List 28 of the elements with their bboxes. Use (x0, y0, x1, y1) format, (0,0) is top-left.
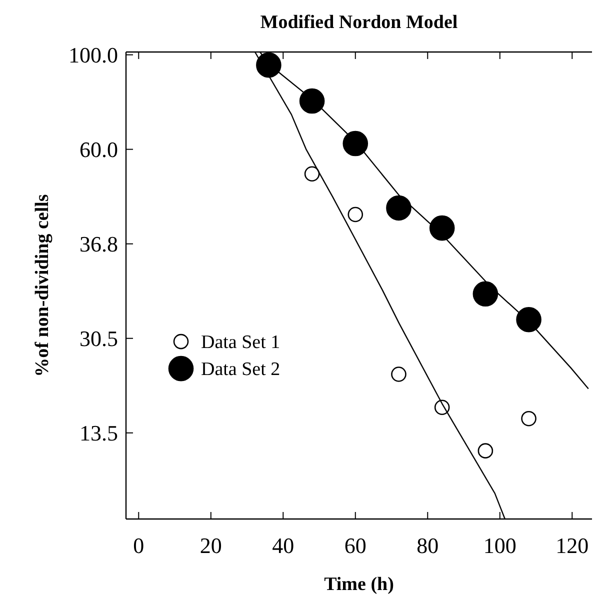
x-tick-label: 120 (556, 533, 589, 558)
point (516, 306, 542, 332)
point (348, 206, 364, 222)
y-axis-title: %of non-dividing cells (32, 194, 53, 377)
point (521, 410, 536, 426)
point (429, 215, 455, 241)
x-tick-label: 0 (133, 533, 144, 558)
text: 100.0 (68, 42, 118, 68)
text: 60.0 (80, 137, 118, 162)
point (386, 195, 412, 221)
legend-label: Data Set 1 (201, 332, 280, 354)
text: 13.5 (80, 420, 118, 446)
chart-title: Modified Nordon Model (260, 12, 458, 33)
x-axis-title: Time (h) (324, 574, 394, 595)
x-tick-label: 100 (483, 533, 516, 558)
point (304, 166, 320, 182)
text: 36.8 (80, 232, 118, 257)
point (342, 130, 368, 156)
x-tick-label: 20 (200, 533, 222, 558)
point (299, 88, 325, 114)
point (472, 281, 498, 307)
x-tick-label: 40 (272, 533, 294, 558)
legend-label: Data Set 2 (201, 359, 280, 380)
x-tick-label: 80 (416, 533, 439, 558)
text: 30.5 (80, 326, 118, 352)
point (391, 366, 406, 382)
point (478, 443, 494, 458)
x-tick-label: 60 (344, 533, 366, 558)
